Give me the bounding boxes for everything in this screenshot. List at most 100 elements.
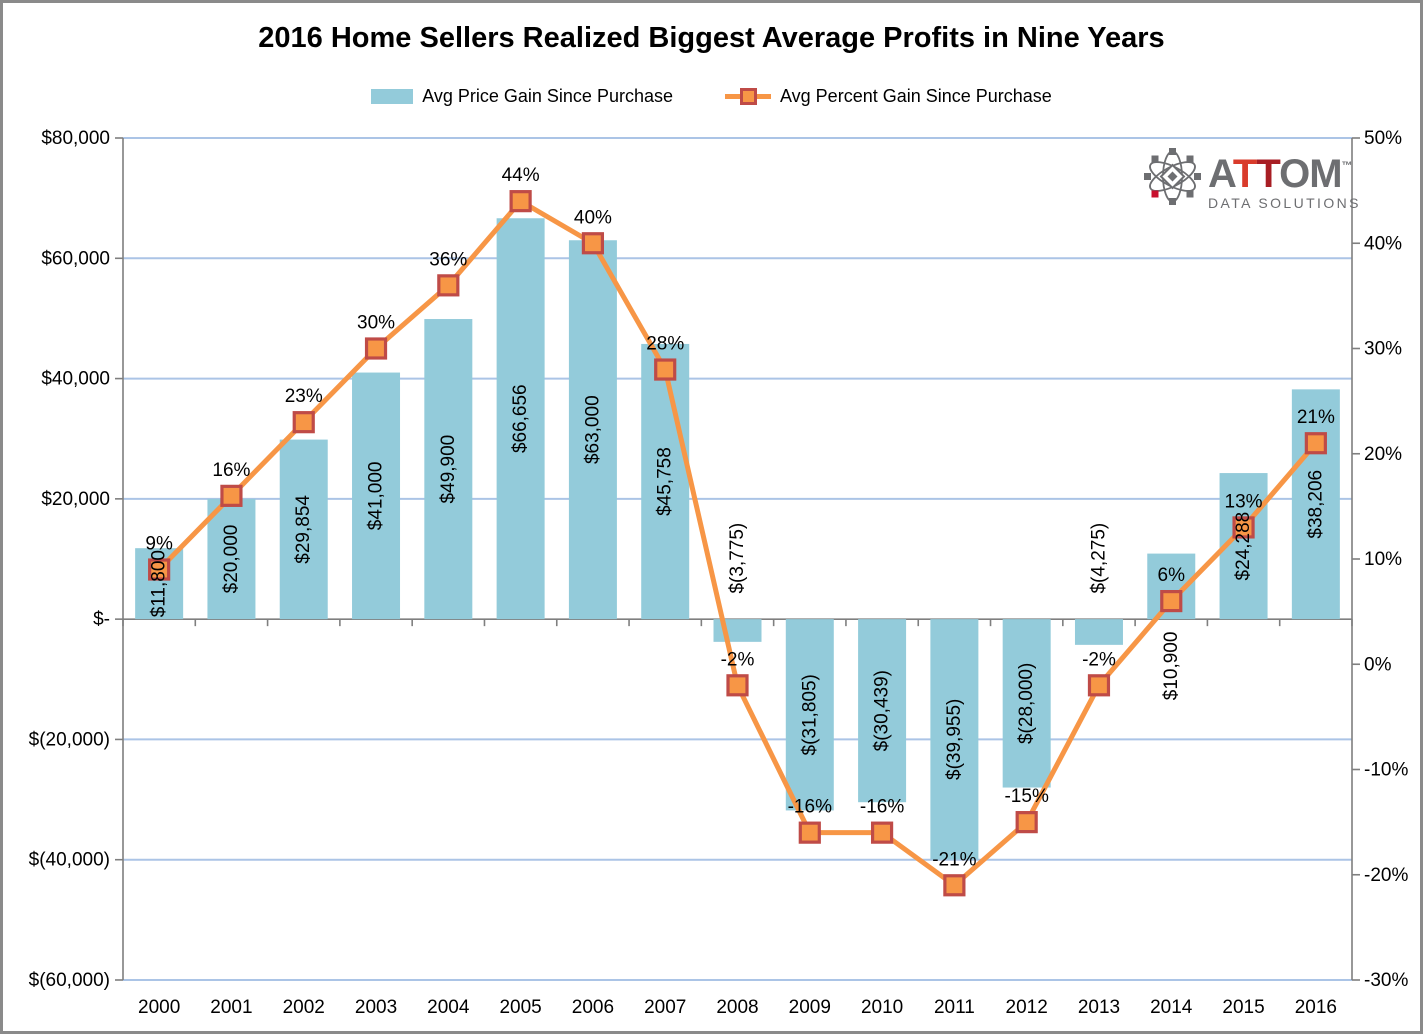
bar-2012 <box>1002 619 1051 788</box>
bar-2009 <box>785 619 834 811</box>
bar-label-2009: $(31,805) <box>799 674 820 755</box>
logo-letter-t2: T <box>1256 152 1280 196</box>
bar-label-2007: $45,758 <box>655 447 676 516</box>
right-axis-label: 30% <box>1364 339 1402 360</box>
x-axis-label-2012: 2012 <box>1006 997 1048 1018</box>
bar-2006 <box>568 240 617 620</box>
bar-2016 <box>1291 389 1340 620</box>
chart-legend: Avg Price Gain Since Purchase Avg Percen… <box>0 86 1423 107</box>
bar-2003 <box>352 372 401 620</box>
marker-2005 <box>509 190 532 213</box>
marker-2016 <box>1304 432 1327 455</box>
x-axis-label-2008: 2008 <box>716 997 758 1018</box>
percent-label-2010: -16% <box>860 797 904 818</box>
bar-label-2014: $10,900 <box>1161 632 1182 701</box>
percent-label-2011: -21% <box>932 849 976 870</box>
attom-atom-icon <box>1144 148 1201 205</box>
x-axis-label-2014: 2014 <box>1150 997 1193 1018</box>
right-axis-label: -30% <box>1364 970 1408 991</box>
left-axis-label: $80,000 <box>41 128 110 149</box>
legend-item-avg-price-gain: Avg Price Gain Since Purchase <box>371 86 673 107</box>
bar-label-2001: $20,000 <box>221 525 242 594</box>
legend-label: Avg Price Gain Since Purchase <box>422 86 673 106</box>
atom-core <box>1167 171 1178 182</box>
x-axis-label-2005: 2005 <box>499 997 541 1018</box>
bar-label-2016: $38,206 <box>1305 470 1326 539</box>
atom-node <box>1186 155 1194 163</box>
marker-2010 <box>870 821 894 844</box>
x-axis-label-2015: 2015 <box>1222 997 1264 1018</box>
bar-2004 <box>424 319 473 620</box>
percent-label-2016: 21% <box>1297 407 1335 428</box>
attom-wordmark: ATTOM™ <box>1208 148 1361 194</box>
logo-letter-a: A <box>1208 152 1234 196</box>
x-axis-label-2010: 2010 <box>861 997 903 1018</box>
bar-label-2012: $(28,000) <box>1016 663 1037 744</box>
x-axis-label-2004: 2004 <box>427 997 470 1018</box>
marker-2009 <box>798 821 821 844</box>
atom-node <box>1169 198 1176 205</box>
bar-label-2005: $66,656 <box>510 384 531 453</box>
marker-2006 <box>581 232 605 255</box>
bar-label-2000: $11,800 <box>149 550 170 617</box>
right-axis-label: 20% <box>1364 444 1402 465</box>
right-axis-label: 50% <box>1364 128 1402 149</box>
bar-label-2004: $49,900 <box>438 435 459 504</box>
left-axis-label: $(20,000) <box>29 729 110 750</box>
marker-2008 <box>726 674 749 697</box>
x-axis-label-2006: 2006 <box>572 997 614 1018</box>
marker-2011 <box>943 874 966 897</box>
marker-2015 <box>1232 516 1255 539</box>
bar-label-2010: $(30,439) <box>872 670 893 751</box>
right-axis-label: 0% <box>1364 654 1392 675</box>
x-axis-label-2007: 2007 <box>644 997 686 1018</box>
marker-2003 <box>364 337 388 360</box>
percent-label-2001: 16% <box>212 460 250 481</box>
trademark-symbol: ™ <box>1341 160 1353 172</box>
right-axis-label: -20% <box>1364 865 1408 886</box>
percent-label-2009: -16% <box>788 797 832 818</box>
logo-letters-om: OM <box>1279 152 1342 196</box>
chart-title: 2016 Home Sellers Realized Biggest Avera… <box>258 22 1165 54</box>
bar-label-2006: $63,000 <box>582 395 603 464</box>
x-axis-label-2003: 2003 <box>355 997 397 1018</box>
left-axis-label: $20,000 <box>41 489 110 510</box>
bar-2013 <box>1074 619 1123 645</box>
bar-2010 <box>858 619 907 803</box>
marker-2014 <box>1160 589 1183 613</box>
x-axis-label-2011: 2011 <box>934 997 975 1018</box>
bar-2011 <box>930 619 979 860</box>
marker-2002 <box>292 411 315 434</box>
percent-label-2007: 28% <box>646 334 684 355</box>
x-axis-label-2009: 2009 <box>789 997 831 1018</box>
percent-label-2014: 6% <box>1158 565 1186 586</box>
marker-2000 <box>148 558 171 581</box>
bar-label-2002: $29,854 <box>293 495 314 564</box>
bar-2001 <box>207 498 256 620</box>
logo-letter-t1: T <box>1232 152 1257 196</box>
percent-label-2004: 36% <box>429 249 467 270</box>
left-axis-label: $(40,000) <box>29 850 110 871</box>
marker-2013 <box>1087 674 1111 697</box>
attom-logo: ATTOM™ DATA SOLUTIONS <box>1144 148 1361 211</box>
right-axis-label: 10% <box>1364 549 1402 570</box>
x-axis-label-2016: 2016 <box>1295 997 1337 1018</box>
atom-node <box>1169 148 1176 155</box>
percent-label-2006: 40% <box>574 207 612 228</box>
percent-label-2015: 13% <box>1225 491 1263 512</box>
bar-2002 <box>279 439 328 620</box>
left-axis-label: $(60,000) <box>29 970 110 991</box>
marker-2012 <box>1015 811 1038 834</box>
attom-subtitle: DATA SOLUTIONS <box>1208 195 1361 211</box>
atom-node <box>1151 155 1159 163</box>
line-swatch-marker <box>739 88 757 105</box>
bar-label-2008: $(3,775) <box>727 523 748 594</box>
marker-2004 <box>437 274 460 297</box>
right-axis-label: -10% <box>1364 760 1408 781</box>
bar-label-2013: $(4,275) <box>1088 523 1109 594</box>
right-axis-label: 40% <box>1364 233 1402 254</box>
percent-label-2013: -2% <box>1082 649 1116 670</box>
bar-2007 <box>641 343 690 620</box>
left-axis-label: $40,000 <box>41 369 110 390</box>
